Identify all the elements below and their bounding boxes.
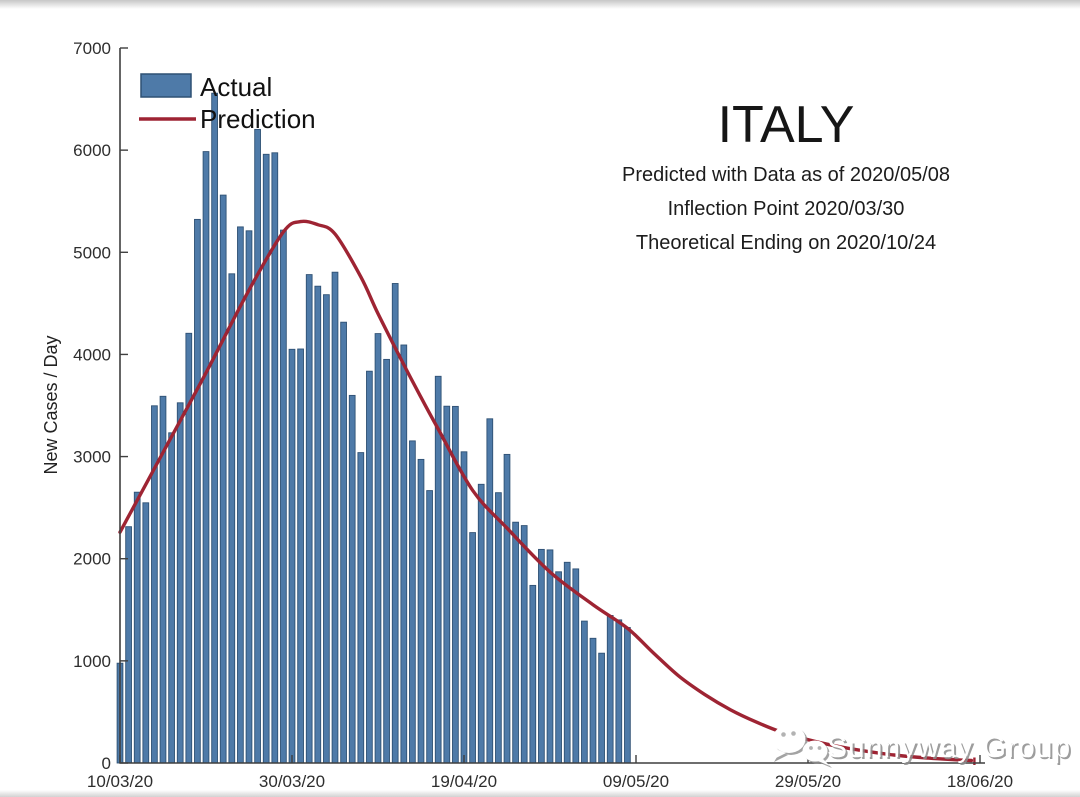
- x-tick-label: 18/06/20: [947, 772, 1013, 791]
- actual-bar: [426, 490, 433, 764]
- y-tick-label: 0: [102, 754, 111, 773]
- top-border: [0, 0, 1080, 9]
- actual-bar: [598, 652, 605, 764]
- x-tick-label: 29/05/20: [775, 772, 841, 791]
- wechat-icon-eyes: [781, 731, 822, 750]
- actual-bar: [409, 440, 416, 764]
- legend: Actual Prediction: [139, 72, 316, 134]
- actual-bar: [323, 294, 330, 764]
- actual-bar: [357, 452, 365, 764]
- y-tick-label: 6000: [73, 141, 111, 160]
- legend-label-actual: Actual: [200, 72, 272, 102]
- wechat-icon-bubbles: [772, 725, 830, 766]
- actual-bar: [572, 568, 580, 764]
- wechat-icon: [772, 725, 832, 768]
- actual-bar: [254, 128, 261, 764]
- actual-bar: [245, 230, 253, 764]
- watermark-text-shadow: Sunnyway Group: [829, 733, 1073, 766]
- actual-bar: [624, 627, 631, 764]
- actual-bar: [443, 405, 451, 764]
- actual-bar: [168, 432, 175, 764]
- actual-bar: [581, 620, 588, 764]
- actual-bar: [176, 402, 184, 764]
- actual-bar: [477, 483, 485, 764]
- actual-bar: [555, 571, 562, 764]
- actual-bar: [495, 492, 502, 764]
- y-tick-label: 1000: [73, 652, 111, 671]
- chart-subtitle-data-date: Predicted with Data as of 2020/05/08: [622, 164, 950, 186]
- actual-bar: [538, 548, 545, 764]
- actual-bar: [297, 348, 304, 764]
- actual-bar: [589, 637, 597, 764]
- chart-subtitle-inflection: Inflection Point 2020/03/30: [668, 198, 905, 220]
- actual-bar: [400, 344, 408, 764]
- watermark: Sunnyway Group Sunnyway Group: [772, 725, 1073, 768]
- actual-bar: [194, 218, 201, 764]
- actual-bar: [546, 549, 554, 764]
- actual-bar: [417, 458, 425, 764]
- actual-bar: [383, 358, 390, 764]
- actual-bar: [512, 521, 519, 764]
- actual-bars-layer: [116, 92, 631, 764]
- y-tick-label: 4000: [73, 345, 111, 364]
- chart-title: ITALY: [718, 96, 855, 154]
- actual-bar: [202, 151, 210, 764]
- actual-bar: [460, 451, 468, 764]
- watermark-text: Sunnyway Group: [827, 731, 1071, 764]
- chart-subtitle-ending: Theoretical Ending on 2020/10/24: [636, 232, 936, 254]
- y-tick-label: 2000: [73, 550, 111, 569]
- actual-bar: [615, 619, 623, 764]
- x-tick-label: 10/03/20: [87, 772, 153, 791]
- x-tick-label: 30/03/20: [259, 772, 325, 791]
- actual-bar: [262, 153, 270, 764]
- x-tick-label: 09/05/20: [603, 772, 669, 791]
- actual-bar: [469, 532, 476, 764]
- actual-bar: [219, 194, 227, 764]
- y-axis-label: New Cases / Day: [41, 335, 61, 474]
- actual-bar: [125, 526, 132, 764]
- actual-bar: [606, 615, 614, 764]
- actual-bar: [280, 229, 287, 764]
- actual-bar: [228, 273, 236, 764]
- actual-bar: [151, 405, 158, 764]
- actual-bar: [520, 525, 528, 764]
- x-tick-label: 19/04/20: [431, 772, 497, 791]
- bottom-border: [0, 790, 1080, 797]
- actual-bar: [133, 491, 141, 764]
- actual-bar: [142, 502, 150, 764]
- legend-label-prediction: Prediction: [200, 104, 316, 134]
- actual-bar: [503, 453, 511, 764]
- actual-bar: [288, 348, 296, 764]
- actual-bar: [340, 321, 347, 764]
- title-block: ITALY Predicted with Data as of 2020/05/…: [622, 96, 950, 254]
- actual-bar: [529, 584, 537, 764]
- actual-bar: [348, 394, 356, 764]
- actual-bar: [331, 271, 339, 764]
- y-tick-label: 7000: [73, 39, 111, 58]
- legend-swatch-actual: [140, 73, 192, 98]
- prediction-curve: [118, 219, 974, 763]
- actual-bar: [563, 561, 571, 764]
- y-tick-label: 5000: [73, 243, 111, 262]
- actual-bar: [314, 285, 322, 764]
- actual-bar: [374, 333, 382, 764]
- actual-bar: [305, 274, 313, 764]
- actual-bar: [486, 418, 494, 764]
- y-tick-label: 3000: [73, 448, 111, 467]
- axes-layer: 0 1000 2000 3000 4000 5000 6000 7000 10/03/20 30/…: [73, 39, 1013, 791]
- actual-bar: [366, 370, 373, 764]
- actual-bar: [211, 92, 218, 764]
